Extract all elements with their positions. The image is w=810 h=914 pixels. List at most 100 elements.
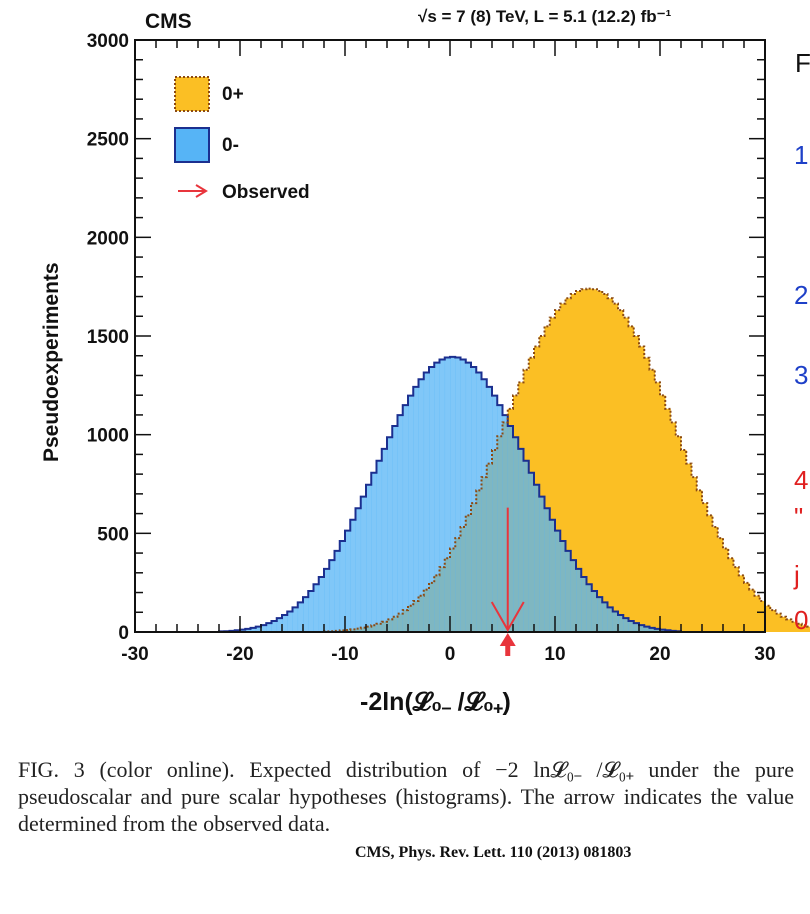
- minus-bar: [481, 379, 488, 632]
- plus-bar: [801, 625, 808, 632]
- plus-bar: [770, 610, 776, 632]
- plus-bar: [633, 336, 640, 632]
- minus-bar: [460, 359, 467, 632]
- minus-bar: [450, 356, 456, 632]
- minus-bar: [345, 530, 351, 632]
- minus-bar: [486, 386, 493, 632]
- minus-bar: [586, 584, 593, 632]
- figure-caption: FIG. 3 (color online). Expected distribu…: [18, 756, 794, 837]
- x-tick-label: -30: [121, 644, 148, 665]
- plus-bar: [749, 589, 755, 632]
- caption-text: FIG. 3 (color online). Expected distribu…: [18, 757, 794, 836]
- minus-bar: [565, 550, 572, 632]
- minus-bar: [402, 405, 409, 632]
- minus-bar: [324, 568, 330, 632]
- minus-bar: [539, 496, 545, 632]
- minus-bar: [639, 625, 645, 632]
- plus-bar: [597, 291, 603, 632]
- minus-bar: [423, 372, 430, 632]
- legend-observed-arrow-head: [195, 184, 208, 198]
- minus-bar: [549, 519, 556, 632]
- minus-bar: [276, 618, 283, 632]
- citation: CMS, Phys. Rev. Lett. 110 (2013) 081803: [355, 844, 632, 861]
- minus-bar: [350, 519, 356, 632]
- minus-bar: [633, 623, 640, 632]
- y-tick-label: 2500: [87, 130, 129, 151]
- plus-bar: [675, 436, 682, 632]
- x-tick-label: -20: [226, 644, 253, 665]
- minus-bar: [471, 366, 477, 632]
- plus-bar: [765, 605, 771, 632]
- minus-bar: [413, 386, 419, 632]
- observed-arrowhead: [490, 601, 525, 633]
- plus-bar: [733, 567, 740, 632]
- minus-bar: [418, 379, 425, 632]
- minus-bar: [623, 618, 629, 632]
- minus-bar: [439, 359, 446, 632]
- minus-bar: [376, 460, 383, 632]
- y-tick-labels: 0 500 1000 1500 2000 2500 3000: [87, 31, 129, 644]
- x-tick-label: 30: [754, 644, 775, 665]
- plus-bar: [686, 463, 692, 632]
- plus-bar: [702, 503, 708, 632]
- minus-bar: [591, 590, 598, 632]
- minus-bar: [318, 576, 325, 632]
- minus-bar: [528, 472, 535, 632]
- legend: 0+ 0- Observed: [174, 76, 310, 203]
- plus-bar: [786, 619, 792, 632]
- plus-bar: [644, 357, 650, 632]
- plus-bar: [754, 595, 761, 632]
- minus-bar: [560, 541, 566, 632]
- plus-bar: [665, 408, 671, 632]
- plus-bar: [691, 477, 698, 632]
- minus-bar: [282, 615, 288, 632]
- plus-bar: [623, 317, 629, 632]
- minus-bar: [649, 627, 656, 632]
- legend-label-observed: Observed: [222, 182, 310, 203]
- y-tick-label: 3000: [87, 31, 129, 52]
- side-fragment-char: 3: [794, 360, 809, 390]
- plus-bar: [780, 616, 787, 632]
- y-tick-label: 2000: [87, 228, 129, 249]
- plus-outline: [323, 287, 810, 633]
- minus-bar: [570, 560, 577, 632]
- minus-bar: [271, 620, 278, 632]
- x-axis-title: -2ln(𝓛₀₋ /𝓛₀₊): [360, 688, 511, 716]
- minus-bar: [607, 607, 614, 632]
- minus-bar: [397, 415, 404, 632]
- minus-outline: [218, 355, 682, 633]
- minus-bar: [339, 541, 346, 632]
- minus-bar: [303, 597, 309, 632]
- minus-bar: [308, 590, 314, 632]
- minus-bar: [618, 615, 624, 632]
- plus-bar: [744, 582, 750, 632]
- minus-bar: [266, 623, 272, 632]
- plus-bar: [681, 450, 687, 632]
- minus-bar: [523, 460, 530, 632]
- minus-bar: [644, 626, 650, 632]
- minus-bar: [360, 496, 367, 632]
- histogram-chart: CMS √s = 7 (8) TeV, L = 5.1 (12.2) fb⁻¹ …: [40, 7, 810, 716]
- plus-bar: [723, 548, 729, 632]
- plus-bar: [670, 422, 677, 632]
- minus-bar: [387, 437, 393, 632]
- plus-bar: [717, 538, 724, 632]
- plus-bar: [602, 293, 608, 632]
- histogram-0minus: [218, 355, 682, 633]
- y-tick-label: 1500: [87, 327, 129, 348]
- minus-bar: [628, 620, 635, 632]
- plus-bar: [549, 317, 556, 632]
- plus-bar: [560, 303, 566, 632]
- minus-bar: [434, 362, 440, 632]
- minus-bar: [366, 484, 372, 632]
- minus-bar: [581, 576, 587, 632]
- minus-bar: [660, 629, 666, 632]
- minus-bar: [329, 560, 335, 632]
- plus-bar: [775, 613, 782, 632]
- plus-bar: [570, 293, 577, 632]
- minus-bar: [255, 626, 262, 632]
- plus-bar: [759, 601, 766, 632]
- minus-bar: [334, 550, 341, 632]
- minus-bar: [240, 629, 246, 632]
- plus-bar: [807, 626, 810, 632]
